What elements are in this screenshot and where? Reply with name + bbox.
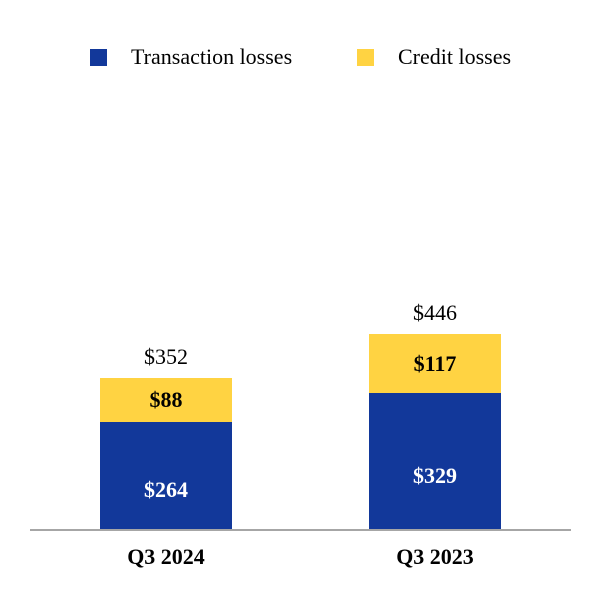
bar-q3-2023: $446 $117 $329 bbox=[369, 300, 501, 530]
transaction-losses-value-q3-2024: $264 bbox=[144, 477, 188, 502]
credit-losses-value-q3-2023: $117 bbox=[413, 350, 457, 376]
total-label-q3-2023: $446 bbox=[413, 300, 457, 325]
transaction-losses-segment-q3-2024: $264 bbox=[100, 422, 232, 530]
transaction-losses-value-q3-2023: $329 bbox=[413, 462, 457, 488]
credit-losses-segment-q3-2024: $88 bbox=[100, 378, 232, 422]
credit-losses-value-q3-2024: $88 bbox=[149, 387, 183, 412]
bar-q3-2024: $352 $88 $264 bbox=[100, 344, 232, 530]
credit-losses-segment-q3-2023: $117 bbox=[369, 334, 501, 393]
transaction-losses-swatch-icon bbox=[90, 48, 107, 66]
legend-item-transaction-losses: Transaction losses bbox=[90, 45, 292, 69]
transaction-losses-segment-q3-2023: $329 bbox=[369, 393, 501, 530]
x-axis-label-q3-2023: Q3 2023 bbox=[396, 544, 474, 569]
x-axis-label-q3-2024: Q3 2024 bbox=[127, 544, 205, 569]
x-axis-baseline bbox=[30, 529, 571, 531]
total-label-q3-2024: $352 bbox=[144, 344, 188, 369]
legend-item-credit-losses: Credit losses bbox=[357, 45, 511, 69]
legend-label-credit-losses: Credit losses bbox=[398, 44, 512, 69]
legend-label-transaction-losses: Transaction losses bbox=[131, 44, 293, 69]
credit-losses-swatch-icon bbox=[357, 48, 374, 66]
